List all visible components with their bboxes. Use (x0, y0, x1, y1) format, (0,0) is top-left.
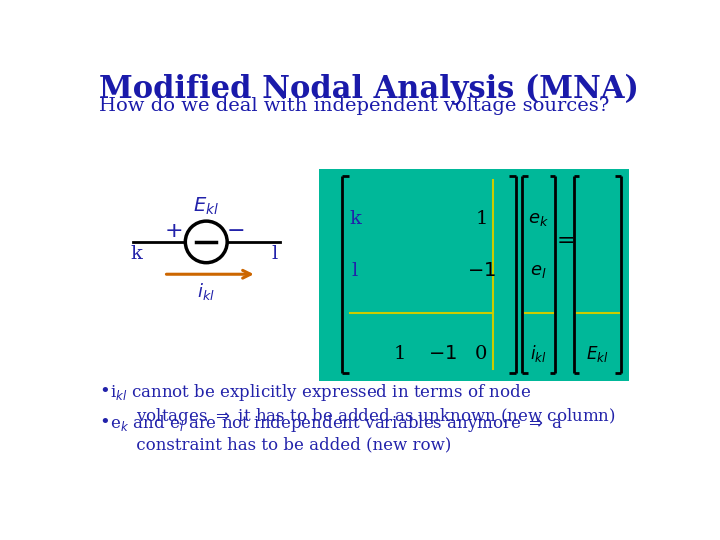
Text: i$_{kl}$ cannot be explicitly expressed in terms of node
     voltages $\Rightar: i$_{kl}$ cannot be explicitly expressed … (110, 382, 616, 427)
Text: $E_{kl}$: $E_{kl}$ (586, 343, 608, 363)
Text: k: k (130, 245, 143, 263)
Text: $E_{kl}$: $E_{kl}$ (193, 196, 219, 217)
Text: 0: 0 (475, 345, 487, 362)
Text: •: • (99, 413, 110, 431)
Text: $-1$: $-1$ (467, 262, 496, 280)
Text: e$_k$ and e$_l$ are not independent variables anymore $\Rightarrow$ a
     const: e$_k$ and e$_l$ are not independent vari… (110, 413, 563, 454)
Text: −: − (226, 221, 245, 241)
Bar (319, 168, 629, 381)
Text: $-1$: $-1$ (428, 345, 457, 362)
Text: Modified Nodal Analysis (MNA): Modified Nodal Analysis (MNA) (99, 74, 639, 105)
Circle shape (185, 221, 228, 262)
Text: k: k (349, 210, 361, 228)
Text: $e_k$: $e_k$ (528, 210, 549, 228)
Text: How do we deal with independent voltage sources?: How do we deal with independent voltage … (99, 97, 610, 115)
Text: l: l (352, 262, 358, 280)
Text: l: l (271, 245, 278, 263)
Text: $i_{kl}$: $i_{kl}$ (531, 343, 547, 364)
Text: =: = (557, 231, 575, 251)
Text: $i_{kl}$: $i_{kl}$ (197, 281, 215, 302)
Text: +: + (164, 221, 183, 241)
Text: 1: 1 (394, 345, 406, 362)
Text: $e_l$: $e_l$ (531, 262, 547, 280)
Text: 1: 1 (475, 210, 487, 228)
Text: •: • (99, 382, 110, 400)
